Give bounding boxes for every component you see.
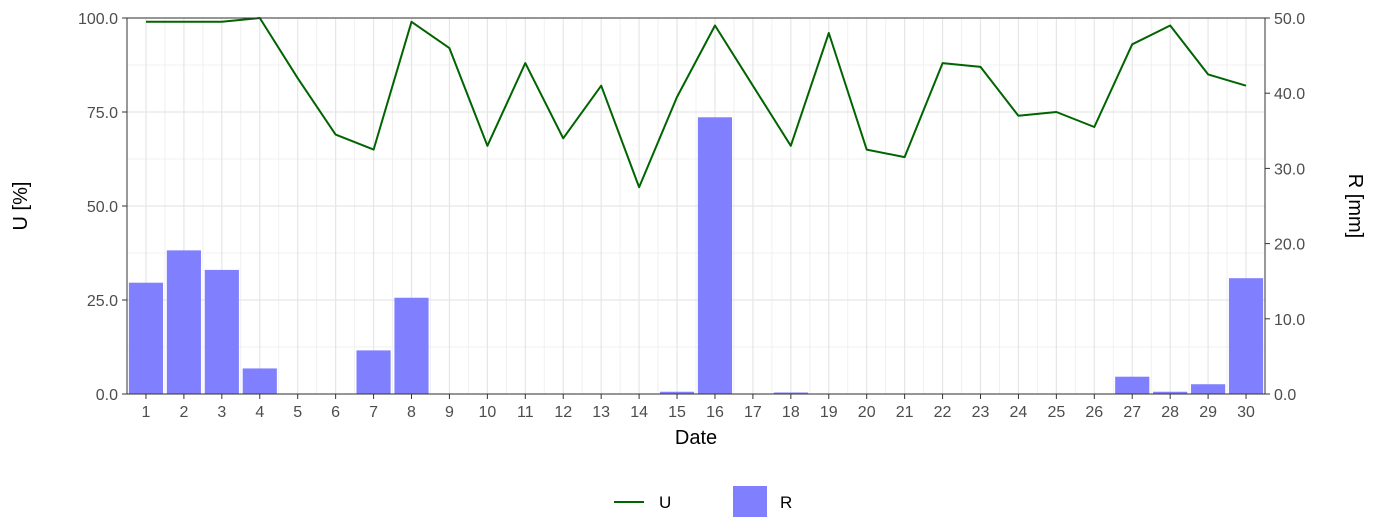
x-tick-label: 25: [1047, 404, 1065, 421]
bar: [1153, 391, 1188, 394]
bar: [773, 392, 808, 394]
x-axis-title: Date: [675, 427, 717, 449]
y2-tick-label: 0.0: [1274, 387, 1296, 404]
y2-tick-label: 30.0: [1274, 161, 1305, 178]
x-tick-label: 5: [293, 404, 302, 421]
x-tick-label: 30: [1237, 404, 1255, 421]
bar: [204, 269, 239, 394]
bar: [1191, 384, 1226, 394]
bar: [1115, 376, 1150, 394]
x-tick-label: 20: [858, 404, 876, 421]
bar: [1228, 278, 1264, 394]
x-tick-label: 11: [517, 404, 534, 421]
y2-axis-title: R [mm]: [1344, 174, 1366, 238]
x-tick-label: 4: [255, 404, 264, 421]
bar: [394, 297, 429, 394]
x-tick-label: 9: [445, 404, 454, 421]
x-tick-label: 6: [331, 404, 340, 421]
legend: U R: [614, 486, 792, 517]
y-axis-title: U [%]: [10, 182, 32, 231]
y2-tick-label: 20.0: [1274, 237, 1305, 254]
x-tick-label: 24: [1010, 404, 1028, 421]
plot-panel-border: [126, 17, 1266, 395]
x-tick-label: 1: [142, 404, 151, 421]
legend-label-u: U: [659, 493, 671, 512]
axes: 0.0 25.0 50.0 75.0 100.0 0.0 10.0 20.0 30.0 40.0 5…: [78, 11, 1305, 421]
y-tick-label: 75.0: [87, 105, 118, 122]
x-tick-label: 12: [554, 404, 572, 421]
x-tick-label: 28: [1161, 404, 1179, 421]
x-tick-label: 7: [369, 404, 378, 421]
bar: [659, 391, 695, 394]
bar-series: [128, 117, 1264, 394]
x-tick-label: 18: [782, 404, 800, 421]
series-line-u: [146, 17, 1247, 189]
x-tick-label: 19: [820, 404, 838, 421]
x-tick-label: 2: [179, 404, 188, 421]
legend-key-r: [733, 486, 767, 517]
y2-tick-label: 40.0: [1274, 86, 1305, 103]
line-series: [146, 17, 1247, 189]
bar: [128, 282, 164, 394]
bar: [697, 117, 733, 394]
grid-lines: [126, 17, 1266, 395]
y2-tick-label: 10.0: [1274, 312, 1305, 329]
x-tick-label: 22: [934, 404, 952, 421]
y-tick-label: 25.0: [87, 293, 118, 310]
x-tick-label: 10: [478, 404, 496, 421]
y-tick-label: 0.0: [96, 387, 118, 404]
y-tick-label: 50.0: [87, 199, 118, 216]
x-tick-label: 23: [972, 404, 990, 421]
x-tick-label: 17: [744, 404, 762, 421]
x-tick-label: 8: [407, 404, 416, 421]
legend-label-r: R: [780, 493, 792, 512]
x-tick-label: 27: [1123, 404, 1141, 421]
x-tick-label: 14: [630, 404, 648, 421]
bar: [356, 350, 391, 394]
x-tick-label: 21: [896, 404, 914, 421]
y2-tick-label: 50.0: [1274, 11, 1305, 28]
x-tick-label: 26: [1085, 404, 1103, 421]
x-tick-label: 29: [1199, 404, 1217, 421]
x-tick-label: 3: [217, 404, 226, 421]
x-tick-label: 16: [706, 404, 724, 421]
bar: [166, 250, 201, 394]
bar: [242, 368, 277, 394]
x-tick-label: 15: [668, 404, 686, 421]
x-tick-label: 13: [592, 404, 610, 421]
y-tick-label: 100.0: [78, 11, 118, 28]
